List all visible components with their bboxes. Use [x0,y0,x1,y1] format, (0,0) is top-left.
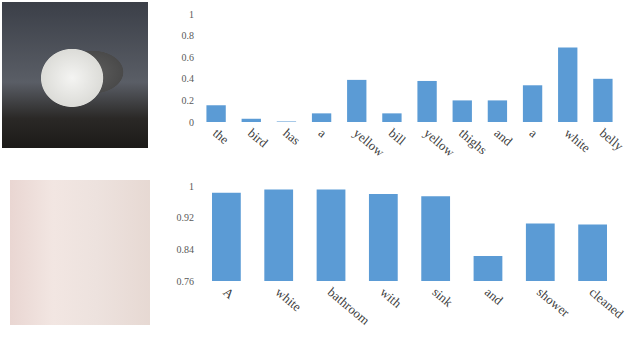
svg-text:yellow: yellow [421,125,458,160]
svg-text:the: the [210,125,232,147]
svg-text:1: 1 [189,9,194,20]
svg-text:0.76: 0.76 [177,276,195,287]
svg-text:white: white [562,125,594,155]
svg-text:cleaned: cleaned [587,284,627,321]
svg-text:1: 1 [189,181,194,192]
svg-text:has: has [280,125,303,148]
svg-text:0.4: 0.4 [182,73,195,84]
svg-text:a: a [315,125,329,140]
svg-text:bill: bill [386,125,409,148]
svg-text:yellow: yellow [351,125,388,160]
svg-text:A: A [220,284,237,302]
svg-text:a: a [526,125,540,140]
svg-text:and: and [482,284,506,308]
svg-text:0.92: 0.92 [177,212,195,223]
svg-text:belly: belly [597,125,627,154]
svg-text:white: white [273,284,305,314]
svg-text:thighs: thighs [456,125,490,157]
svg-text:0: 0 [189,117,194,128]
svg-text:0.84: 0.84 [177,244,195,255]
svg-text:0.2: 0.2 [182,95,195,106]
svg-text:0.8: 0.8 [182,30,195,41]
svg-text:sink: sink [430,284,457,310]
svg-text:shower: shower [534,284,573,320]
svg-text:and: and [491,125,515,149]
svg-text:bathroom: bathroom [325,284,373,328]
svg-text:bird: bird [245,125,271,150]
svg-text:with: with [377,284,405,311]
svg-text:0.6: 0.6 [182,52,195,63]
